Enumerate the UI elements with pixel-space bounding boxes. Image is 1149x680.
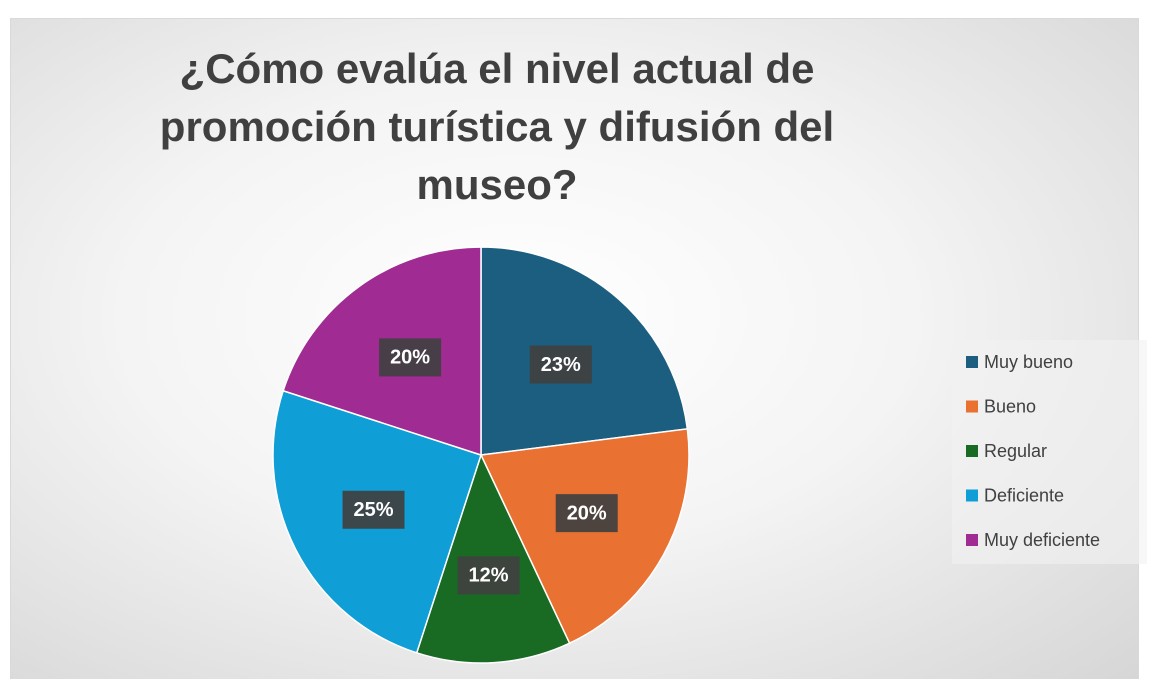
legend-label: Deficiente xyxy=(984,485,1064,505)
pie-slice xyxy=(479,428,690,645)
data-label-box xyxy=(379,338,442,377)
data-label-box xyxy=(555,494,618,533)
data-label: 20% xyxy=(567,502,607,524)
data-label: 25% xyxy=(353,499,393,521)
legend-swatch xyxy=(966,445,978,457)
legend-label: Muy bueno xyxy=(984,352,1073,372)
data-label: 12% xyxy=(469,565,509,587)
legend-swatch xyxy=(966,534,978,546)
legend-swatch xyxy=(966,356,978,368)
legend-label: Bueno xyxy=(984,396,1036,416)
data-label-box xyxy=(529,345,592,384)
legend-label: Regular xyxy=(984,441,1047,461)
legend-swatch xyxy=(966,489,978,502)
legend-swatch xyxy=(966,400,978,413)
data-label-box xyxy=(457,556,520,595)
data-label-box xyxy=(342,490,405,529)
chart-title: ¿Cómo evalúa el nivel actual de promoció… xyxy=(159,45,835,208)
legend-label: Muy deficiente xyxy=(984,530,1100,550)
data-label: 23% xyxy=(541,354,581,376)
legend-box xyxy=(952,340,1147,564)
data-label: 20% xyxy=(390,347,430,369)
